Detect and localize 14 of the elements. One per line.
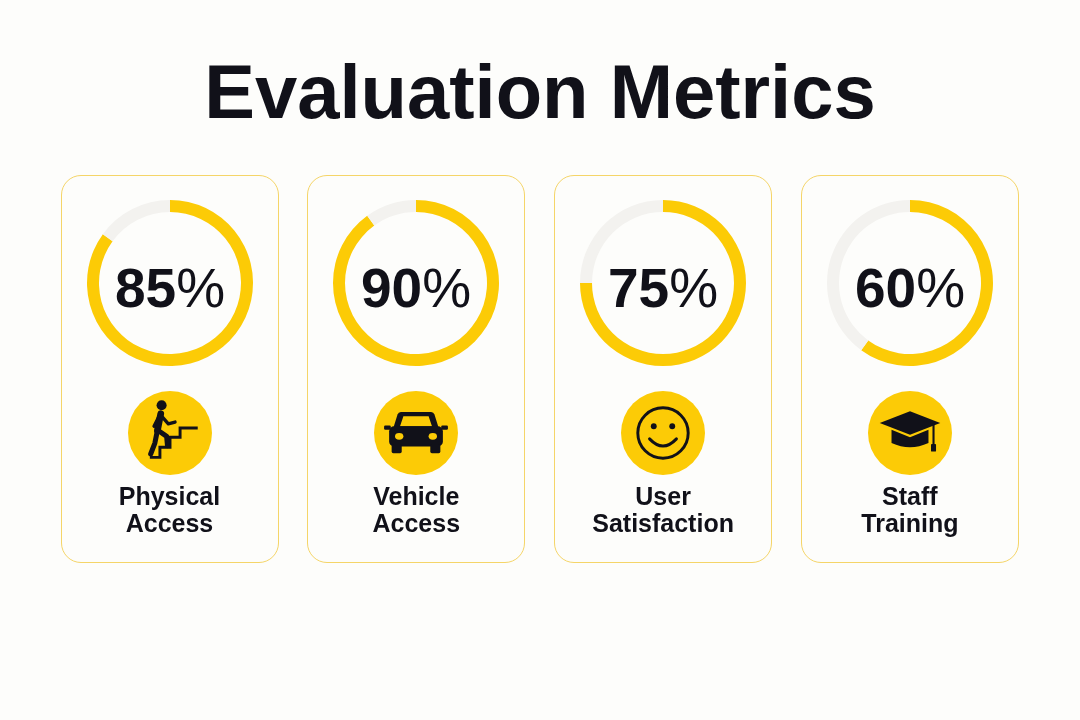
data-label: 75% — [608, 257, 719, 319]
text: Staff Training — [861, 482, 959, 537]
data-label: 60% — [854, 257, 965, 319]
donut-slice — [367, 200, 417, 226]
donut-slice — [86, 200, 253, 366]
donut-slice — [580, 200, 747, 366]
donut-slice — [333, 200, 500, 366]
text: User Satisfaction — [592, 482, 734, 537]
text: Physical Access — [118, 482, 221, 537]
text: Evaluation Metrics — [204, 48, 876, 134]
text: Vehicle Access — [372, 482, 461, 537]
data-label: 90% — [361, 257, 472, 319]
donut-slice — [102, 200, 170, 242]
data-label: 85% — [114, 257, 225, 319]
